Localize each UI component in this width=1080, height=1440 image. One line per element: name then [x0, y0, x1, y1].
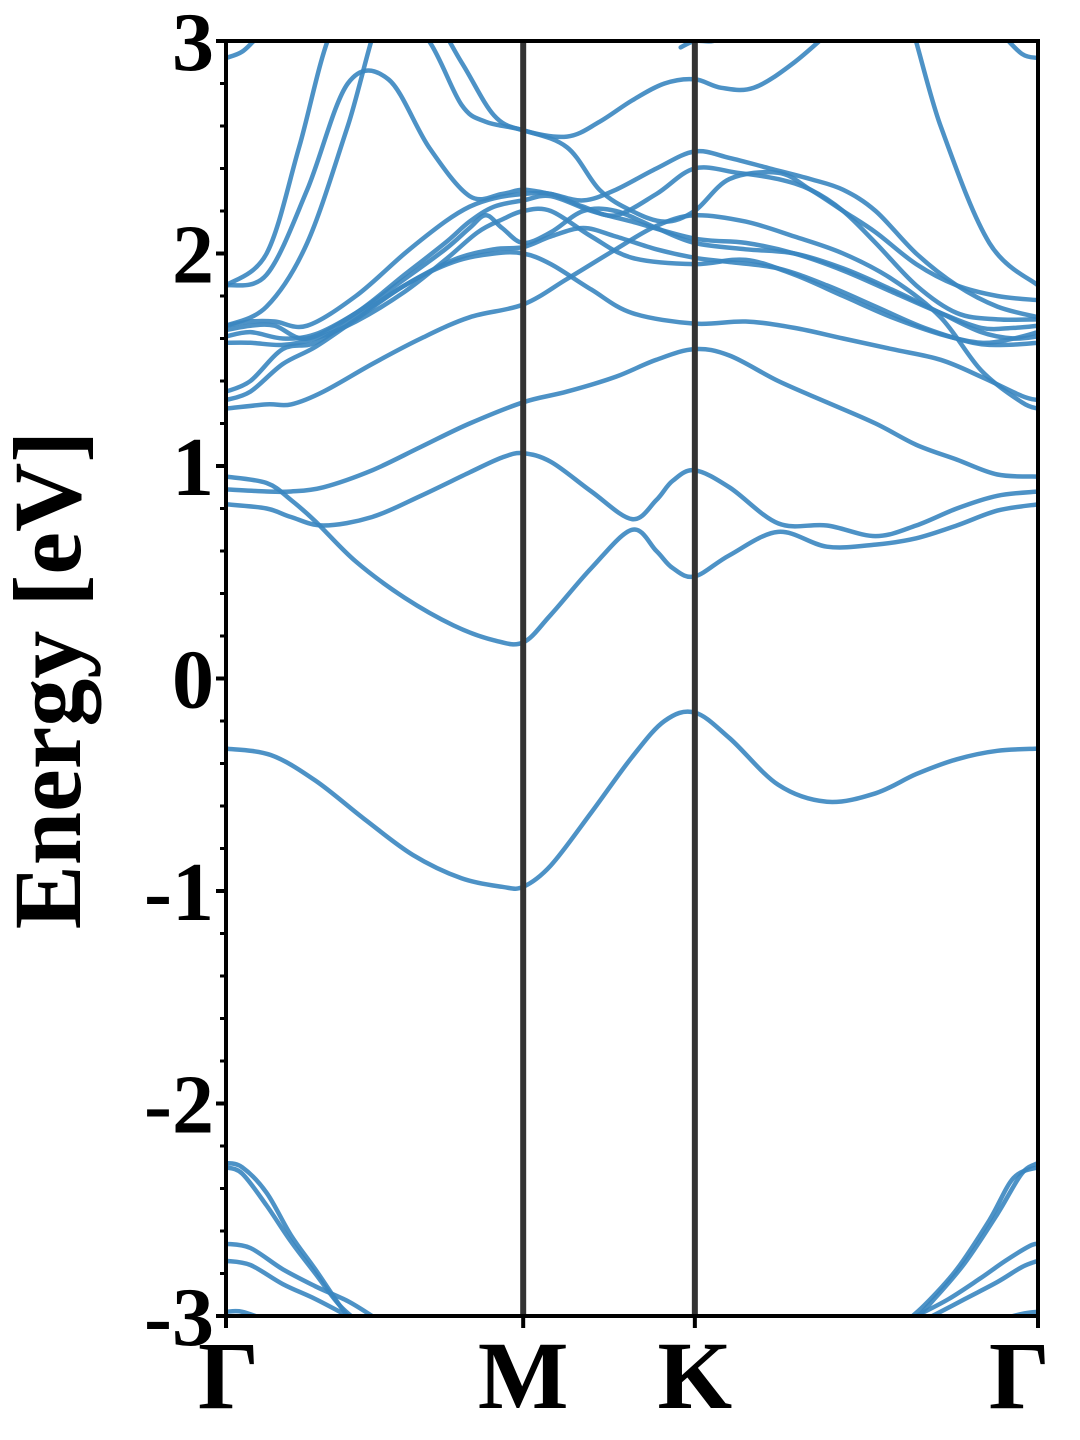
band-line-21 — [226, 1258, 351, 1316]
band-line-23 — [909, 1165, 1038, 1316]
band-line-25 — [913, 1241, 1038, 1316]
band-line-17 — [1005, 41, 1038, 61]
band-line-3 — [226, 450, 1038, 539]
band-line-1 — [226, 709, 1038, 891]
k-point-label: M — [478, 1322, 569, 1429]
k-point-label: Γ — [198, 1322, 259, 1429]
band-line-22 — [226, 1308, 262, 1316]
band-line-11 — [226, 165, 1038, 330]
y-axis-ticks: 3 2 1 0 -1 -2 -3 — [144, 0, 226, 1364]
y-axis-label: Energy [eV] — [0, 431, 101, 930]
band-line-8 — [226, 206, 1038, 348]
band-line-24 — [915, 1160, 1038, 1316]
band-line-6 — [226, 250, 1038, 403]
band-line-26 — [930, 1258, 1038, 1316]
band-line-12 — [226, 68, 1038, 320]
k-point-label: Γ — [989, 1322, 1050, 1429]
band-line-19 — [226, 1160, 351, 1316]
y-tick-label: 0 — [172, 634, 214, 727]
y-tick-label: 2 — [172, 209, 214, 302]
y-tick-label: 1 — [172, 421, 214, 514]
band-line-13 — [226, 41, 1038, 328]
high-symmetry-dividers — [520, 41, 698, 1316]
band-line-14 — [226, 41, 1038, 288]
band-line-20 — [226, 1241, 375, 1316]
band-line-4 — [226, 346, 1038, 495]
band-line-5 — [226, 212, 1038, 411]
y-tick-label: -1 — [144, 846, 214, 939]
k-point-label: K — [658, 1322, 733, 1429]
band-line-27 — [1004, 1309, 1038, 1316]
band-lines — [226, 41, 1038, 1316]
y-tick-label: 3 — [172, 0, 214, 89]
y-tick-label: -3 — [144, 1271, 214, 1364]
band-line-15 — [226, 41, 258, 61]
y-tick-label: -2 — [144, 1059, 214, 1152]
band-line-2 — [226, 474, 1038, 647]
plot-frame — [224, 39, 1040, 1318]
